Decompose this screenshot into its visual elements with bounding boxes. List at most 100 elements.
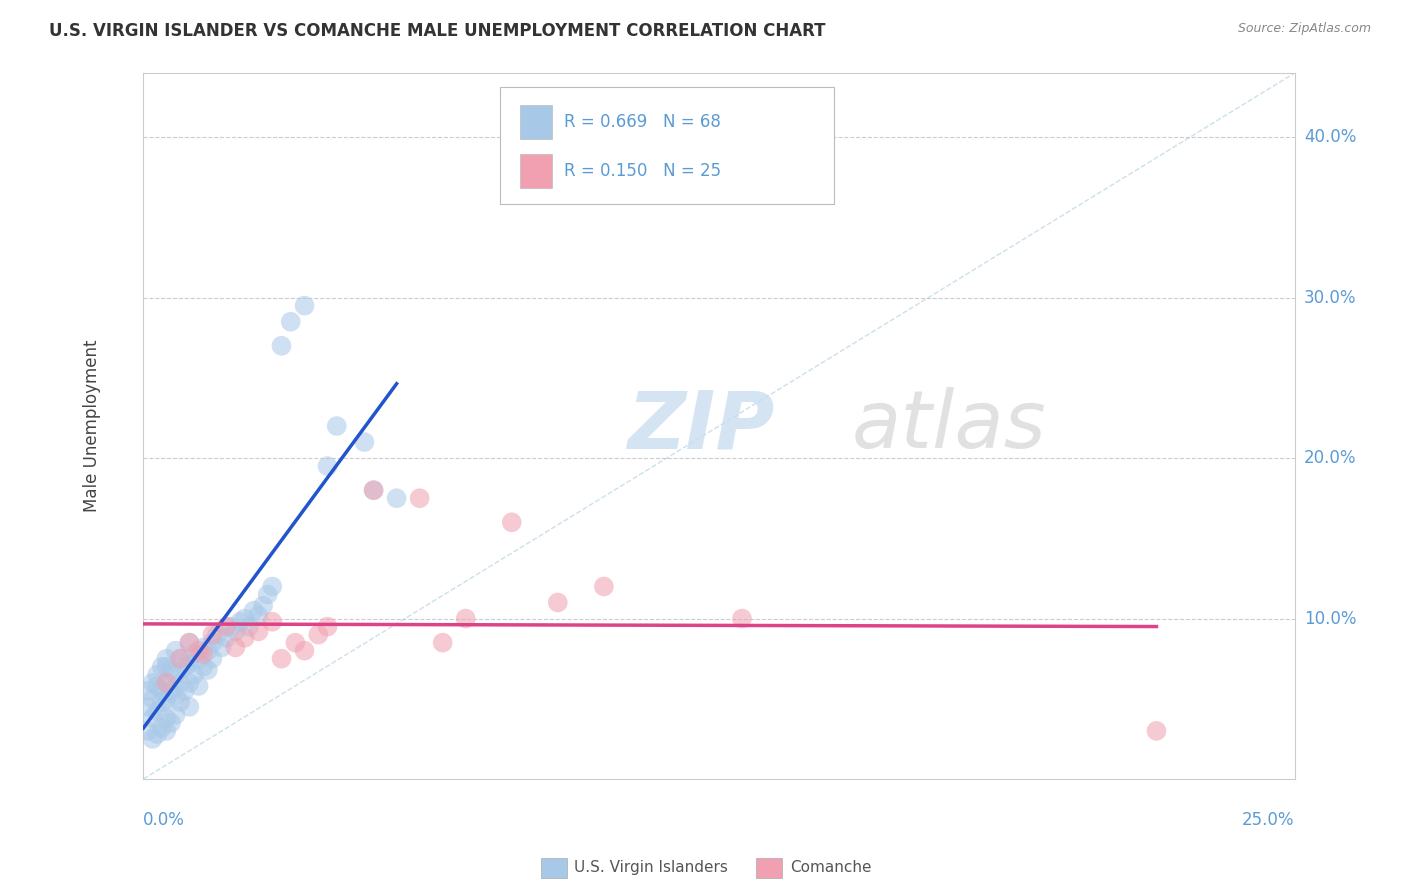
Text: atlas: atlas — [852, 387, 1046, 465]
Point — [193, 647, 215, 661]
Point — [215, 619, 238, 633]
Point — [173, 659, 195, 673]
Point — [150, 695, 173, 709]
Point — [363, 483, 385, 498]
Point — [155, 675, 177, 690]
Text: ZIP: ZIP — [627, 387, 775, 465]
Point — [547, 595, 569, 609]
Point — [294, 643, 316, 657]
Point — [243, 603, 266, 617]
Point — [501, 516, 523, 530]
Point — [270, 339, 292, 353]
Point — [294, 299, 316, 313]
Point — [247, 608, 270, 623]
Point — [160, 715, 183, 730]
Point — [146, 667, 169, 681]
Point — [197, 643, 219, 657]
Point — [141, 731, 163, 746]
Point — [592, 579, 614, 593]
Text: 0.0%: 0.0% — [143, 811, 186, 829]
Text: 40.0%: 40.0% — [1303, 128, 1357, 146]
Point — [262, 579, 284, 593]
Point — [141, 675, 163, 690]
Point — [160, 663, 183, 677]
Point — [219, 619, 242, 633]
Text: 25.0%: 25.0% — [1241, 811, 1295, 829]
Point — [270, 651, 292, 665]
Point — [165, 643, 187, 657]
Point — [280, 315, 302, 329]
Point — [179, 635, 201, 649]
Point — [150, 659, 173, 673]
Point — [197, 663, 219, 677]
Point — [155, 723, 177, 738]
Point — [205, 627, 228, 641]
FancyBboxPatch shape — [501, 87, 834, 203]
Point — [150, 721, 173, 735]
Text: 30.0%: 30.0% — [1303, 289, 1357, 307]
Point — [201, 651, 224, 665]
Point — [215, 631, 238, 645]
Point — [169, 675, 191, 690]
Point — [183, 647, 205, 661]
Point — [262, 615, 284, 629]
Point — [238, 619, 260, 633]
Point — [193, 659, 215, 673]
Point — [201, 635, 224, 649]
Point — [179, 675, 201, 690]
Point — [187, 643, 209, 657]
Point — [146, 727, 169, 741]
Point — [179, 635, 201, 649]
Point — [193, 640, 215, 655]
Point — [150, 683, 173, 698]
Point — [731, 611, 754, 625]
Point — [201, 627, 224, 641]
Point — [316, 459, 339, 474]
Point — [155, 675, 177, 690]
Point — [146, 705, 169, 719]
Point — [432, 635, 454, 649]
Point — [136, 683, 159, 698]
Point — [169, 695, 191, 709]
Point — [155, 651, 177, 665]
Point — [136, 723, 159, 738]
Point — [408, 491, 430, 506]
Point — [165, 707, 187, 722]
Point — [247, 624, 270, 639]
Point — [307, 627, 329, 641]
Point — [165, 689, 187, 703]
Point — [229, 615, 252, 629]
Point — [1146, 723, 1168, 738]
Text: 10.0%: 10.0% — [1303, 609, 1357, 628]
Point — [256, 587, 278, 601]
Text: Male Unemployment: Male Unemployment — [83, 340, 100, 512]
Point — [155, 659, 177, 673]
Point — [179, 699, 201, 714]
Point — [155, 711, 177, 725]
Point — [173, 683, 195, 698]
Point — [187, 679, 209, 693]
Text: R = 0.150   N = 25: R = 0.150 N = 25 — [564, 162, 721, 180]
Point — [160, 683, 183, 698]
Point — [316, 619, 339, 633]
Point — [363, 483, 385, 498]
FancyBboxPatch shape — [520, 154, 553, 188]
Point — [454, 611, 477, 625]
Point — [155, 691, 177, 706]
Point — [326, 419, 349, 434]
Point — [169, 651, 191, 665]
Point — [385, 491, 408, 506]
Text: U.S. Virgin Islanders: U.S. Virgin Islanders — [574, 861, 727, 875]
Point — [233, 611, 256, 625]
Point — [353, 435, 375, 450]
Point — [224, 640, 246, 655]
Point — [141, 711, 163, 725]
Text: 20.0%: 20.0% — [1303, 449, 1357, 467]
Point — [165, 667, 187, 681]
Point — [146, 679, 169, 693]
Point — [179, 657, 201, 671]
Text: Source: ZipAtlas.com: Source: ZipAtlas.com — [1237, 22, 1371, 36]
Point — [284, 635, 307, 649]
FancyBboxPatch shape — [520, 104, 553, 138]
Point — [224, 624, 246, 639]
